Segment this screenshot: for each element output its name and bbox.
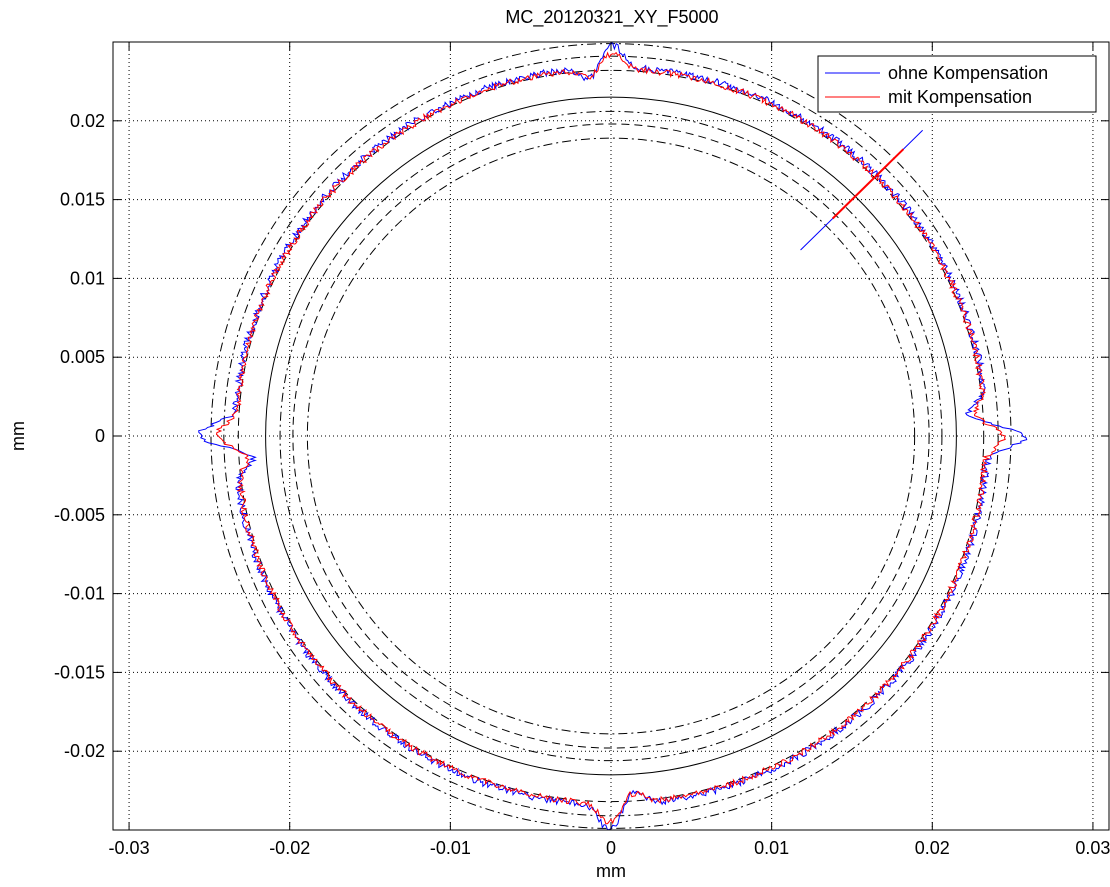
y-tick-label: -0.01 [64,584,105,604]
legend-label-ohne: ohne Kompensation [888,63,1048,83]
legend-box [817,55,1097,113]
y-tick-label: 0.015 [60,190,105,210]
reference-circle-dash-dot [279,110,943,762]
chart-title: MC_20120321_XY_F5000 [505,7,718,28]
x-axis-label: mm [596,861,626,881]
y-tick-label: 0.005 [60,347,105,367]
legend-label-mit: mit Kompensation [888,87,1032,107]
reference-circle-solid [265,96,957,776]
reference-circle-dashed [292,123,930,749]
x-axis-ticks: -0.03 -0.02 -0.01 0 0.01 0.02 0.03 [109,42,1110,858]
x-tick-label: -0.01 [430,838,471,858]
y-axis-ticks: 0.02 0.015 0.01 0.005 0 -0.005 -0.01 -0.015 -0.0… [54,111,1109,761]
y-tick-label: -0.005 [54,505,105,525]
traces [198,42,1028,831]
y-axis-label: mm [8,421,28,451]
y-tick-label: -0.02 [64,741,105,761]
reference-circle-dashed [237,69,985,803]
x-tick-label: 0.02 [915,838,950,858]
reference-circles [210,43,1012,829]
trace-mit-kompensation [215,51,1006,825]
y-tick-label: 0 [95,426,105,446]
reference-circle-dash-dot [223,55,999,817]
trace-ohne-kompensation [198,42,1028,831]
x-tick-label: 0 [606,838,616,858]
x-tick-label: 0.01 [754,838,789,858]
y-tick-label: 0.01 [70,268,105,288]
y-tick-label: -0.015 [54,662,105,682]
x-tick-label: -0.03 [109,838,150,858]
y-tick-label: 0.02 [70,111,105,131]
x-tick-label: -0.02 [269,838,310,858]
reference-circle-dash-dot [306,137,916,735]
grid-lines [113,42,1109,830]
plot-area [113,42,1109,830]
x-tick-label: 0.03 [1075,838,1110,858]
start-segment-mit [831,148,905,220]
legend: ohne Kompensation mit Kompensation [817,55,1097,113]
